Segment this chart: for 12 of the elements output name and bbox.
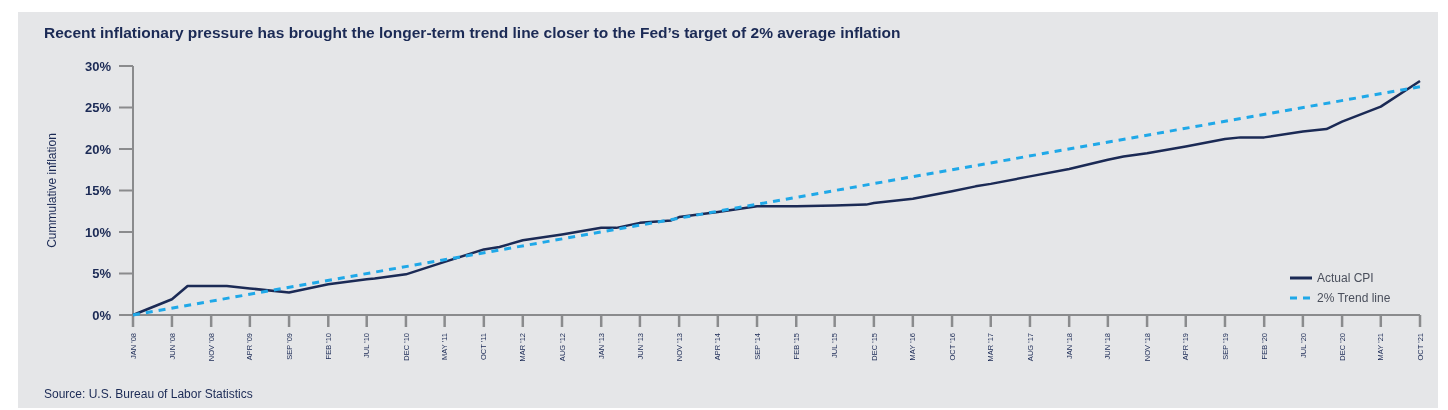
y-tick-label: 20% <box>84 141 112 157</box>
y-tick-label: 10% <box>84 224 112 240</box>
y-axis-title: Cummulative inflation <box>45 133 59 248</box>
y-tick-label: 15% <box>84 183 112 199</box>
legend-label: Actual CPI <box>1317 271 1374 286</box>
y-tick-label: 0% <box>92 307 112 323</box>
source-note: Source: U.S. Bureau of Labor Statistics <box>44 387 253 401</box>
y-tick-label: 30% <box>84 58 112 74</box>
chart-title: Recent inflationary pressure has brought the longer-term trend line closer to the Fed’s target of 2% average inflation <box>44 24 901 41</box>
y-tick-label: 5% <box>92 266 112 282</box>
y-tick-label: 25% <box>84 100 112 116</box>
legend-label: 2% Trend line <box>1317 291 1391 306</box>
